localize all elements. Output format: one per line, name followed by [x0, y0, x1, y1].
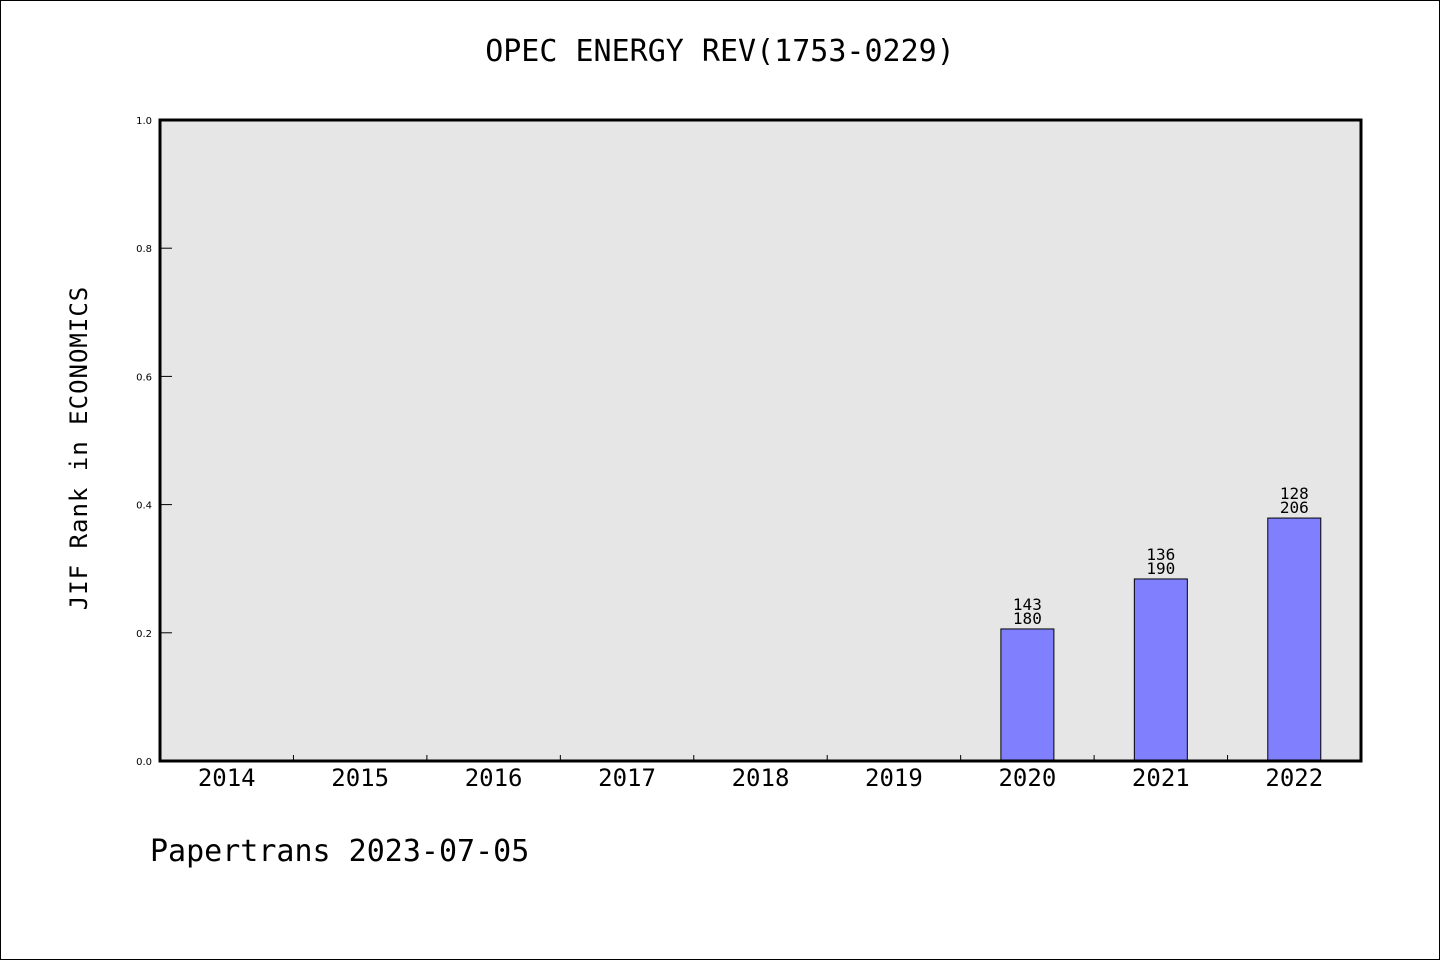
y-tick-label: 0.4 [136, 501, 152, 512]
bar-label-rank: 143 [1013, 595, 1042, 614]
bar-label-total: 180 [1013, 609, 1042, 628]
y-tick-label: 0.6 [136, 372, 152, 383]
x-tick-label: 2017 [598, 764, 656, 792]
x-tick-label: 2015 [331, 764, 389, 792]
footer-text: Papertrans 2023-07-05 [150, 834, 530, 869]
bar [1133, 578, 1188, 762]
bar-label-rank: 128 [1280, 484, 1309, 503]
bar [1267, 517, 1322, 762]
y-tick-label: 0.2 [136, 629, 152, 640]
plot-border [158, 118, 1363, 763]
bar [1000, 628, 1055, 762]
x-tick-label: 2018 [732, 764, 790, 792]
y-tick-label: 0.0 [136, 757, 152, 768]
x-tick-label: 2021 [1132, 764, 1190, 792]
chart-title: OPEC ENERGY REV(1753-0229) [485, 34, 955, 69]
y-tick-label: 1.0 [136, 116, 152, 127]
bar-label-total: 206 [1280, 498, 1309, 517]
x-tick-label: 2016 [465, 764, 523, 792]
bar-label-total: 190 [1146, 559, 1175, 578]
x-tick-label: 2014 [198, 764, 256, 792]
x-tick-label: 2019 [865, 764, 923, 792]
x-tick-label: 2020 [998, 764, 1056, 792]
bar-label-rank: 136 [1146, 545, 1175, 564]
x-tick-label: 2022 [1265, 764, 1323, 792]
y-tick-label: 0.8 [136, 244, 152, 255]
